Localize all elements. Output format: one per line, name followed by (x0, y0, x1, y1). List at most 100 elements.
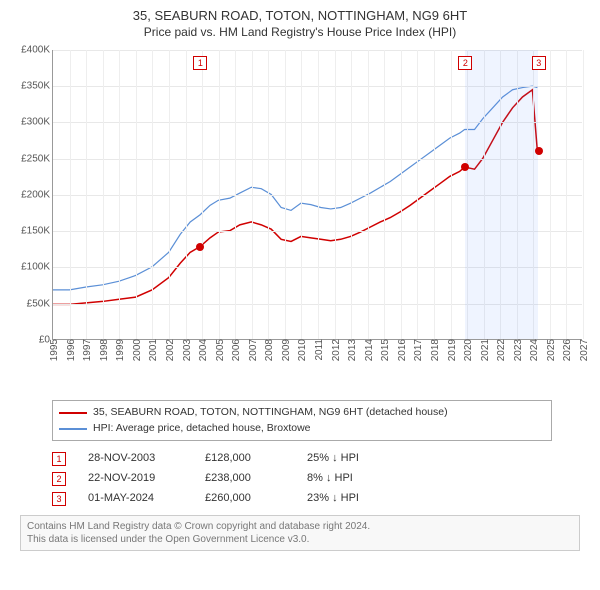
sale-marker-dot (535, 147, 543, 155)
gridline-v (235, 50, 236, 339)
gridline-v (301, 50, 302, 339)
x-tick-label: 2019 (444, 339, 458, 361)
x-tick-label: 1998 (96, 339, 110, 361)
x-tick-label: 2001 (145, 339, 159, 361)
x-tick-label: 2009 (278, 339, 292, 361)
y-tick-label: £250K (21, 153, 53, 164)
sales-row-marker: 3 (52, 492, 66, 506)
gridline-v (70, 50, 71, 339)
sales-row: 301-MAY-2024£260,00023% ↓ HPI (52, 489, 580, 509)
sales-row: 1 28-NOV-2003 £128,000 25% ↓ HPI (52, 449, 580, 469)
x-tick-label: 2015 (377, 339, 391, 361)
sales-row-price: £128,000 (205, 449, 285, 469)
x-tick-label: 2007 (245, 339, 259, 361)
legend-item: HPI: Average price, detached house, Brox… (59, 421, 545, 437)
gridline-v (451, 50, 452, 339)
gridline-v (285, 50, 286, 339)
y-tick-label: £50K (27, 298, 53, 309)
gridline-v (119, 50, 120, 339)
x-tick-label: 2022 (493, 339, 507, 361)
legend-label: HPI: Average price, detached house, Brox… (93, 421, 311, 437)
gridline-v (417, 50, 418, 339)
x-tick-label: 1995 (46, 339, 60, 361)
y-tick-label: £400K (21, 44, 53, 55)
sale-marker-box: 2 (458, 56, 472, 70)
gridline-v (583, 50, 584, 339)
sales-row-diff: 25% ↓ HPI (307, 449, 397, 469)
gridline-v (86, 50, 87, 339)
legend-swatch (59, 428, 87, 430)
x-tick-label: 2012 (328, 339, 342, 361)
chart-subtitle: Price paid vs. HM Land Registry's House … (10, 25, 590, 39)
sales-row-date: 22-NOV-2019 (88, 469, 183, 489)
x-tick-label: 2017 (410, 339, 424, 361)
sale-marker-dot (461, 163, 469, 171)
gridline-v (335, 50, 336, 339)
x-tick-label: 1996 (63, 339, 77, 361)
sale-marker-box: 1 (193, 56, 207, 70)
footnote-line1: Contains HM Land Registry data © Crown c… (27, 520, 573, 533)
shaded-band (465, 50, 538, 339)
gridline-v (268, 50, 269, 339)
sales-row-date: 01-MAY-2024 (88, 489, 183, 509)
x-tick-label: 1999 (112, 339, 126, 361)
chart-area: £0£50K£100K£150K£200K£250K£300K£350K£400… (10, 45, 590, 365)
gridline-v (202, 50, 203, 339)
sales-row-date: 28-NOV-2003 (88, 449, 183, 469)
x-tick-label: 2013 (344, 339, 358, 361)
x-tick-label: 2027 (576, 339, 590, 361)
legend: 35, SEABURN ROAD, TOTON, NOTTINGHAM, NG9… (52, 400, 552, 442)
sale-marker-box: 3 (532, 56, 546, 70)
x-tick-label: 2000 (129, 339, 143, 361)
gridline-v (434, 50, 435, 339)
gridline-v (252, 50, 253, 339)
x-tick-label: 2004 (195, 339, 209, 361)
gridline-v (566, 50, 567, 339)
y-tick-label: £100K (21, 262, 53, 273)
x-tick-label: 2010 (294, 339, 308, 361)
x-tick-label: 2002 (162, 339, 176, 361)
chart-container: 35, SEABURN ROAD, TOTON, NOTTINGHAM, NG9… (0, 0, 600, 590)
gridline-v (550, 50, 551, 339)
legend-item: 35, SEABURN ROAD, TOTON, NOTTINGHAM, NG9… (59, 405, 545, 421)
x-tick-label: 2020 (460, 339, 474, 361)
x-tick-label: 2023 (510, 339, 524, 361)
sales-row-diff: 23% ↓ HPI (307, 489, 397, 509)
sales-table: 1 28-NOV-2003 £128,000 25% ↓ HPI 2 22-NOV-201… (52, 449, 580, 508)
legend-label: 35, SEABURN ROAD, TOTON, NOTTINGHAM, NG9… (93, 405, 448, 421)
y-tick-label: £300K (21, 117, 53, 128)
x-tick-label: 2005 (212, 339, 226, 361)
x-tick-label: 2011 (311, 339, 325, 361)
x-tick-label: 2021 (477, 339, 491, 361)
gridline-v (186, 50, 187, 339)
x-tick-label: 2025 (543, 339, 557, 361)
gridline-v (401, 50, 402, 339)
plot-region: £0£50K£100K£150K£200K£250K£300K£350K£400… (52, 50, 582, 340)
y-tick-label: £200K (21, 189, 53, 200)
sales-row-price: £238,000 (205, 469, 285, 489)
gridline-v (351, 50, 352, 339)
gridline-v (136, 50, 137, 339)
x-tick-label: 2026 (559, 339, 573, 361)
x-tick-label: 2008 (261, 339, 275, 361)
sales-row-diff: 8% ↓ HPI (307, 469, 397, 489)
x-tick-label: 2003 (179, 339, 193, 361)
sales-row-marker: 1 (52, 452, 66, 466)
sale-marker-dot (196, 243, 204, 251)
sales-row-marker: 2 (52, 472, 66, 486)
x-tick-label: 2016 (394, 339, 408, 361)
legend-swatch (59, 412, 87, 414)
x-tick-label: 2014 (361, 339, 375, 361)
gridline-v (368, 50, 369, 339)
x-tick-label: 2024 (526, 339, 540, 361)
y-tick-label: £150K (21, 226, 53, 237)
footnote-line2: This data is licensed under the Open Gov… (27, 533, 573, 546)
gridline-v (384, 50, 385, 339)
y-tick-label: £350K (21, 81, 53, 92)
gridline-v (318, 50, 319, 339)
footnote: Contains HM Land Registry data © Crown c… (20, 515, 580, 551)
gridline-v (103, 50, 104, 339)
chart-title: 35, SEABURN ROAD, TOTON, NOTTINGHAM, NG9… (10, 8, 590, 25)
x-tick-label: 2006 (228, 339, 242, 361)
gridline-v (152, 50, 153, 339)
